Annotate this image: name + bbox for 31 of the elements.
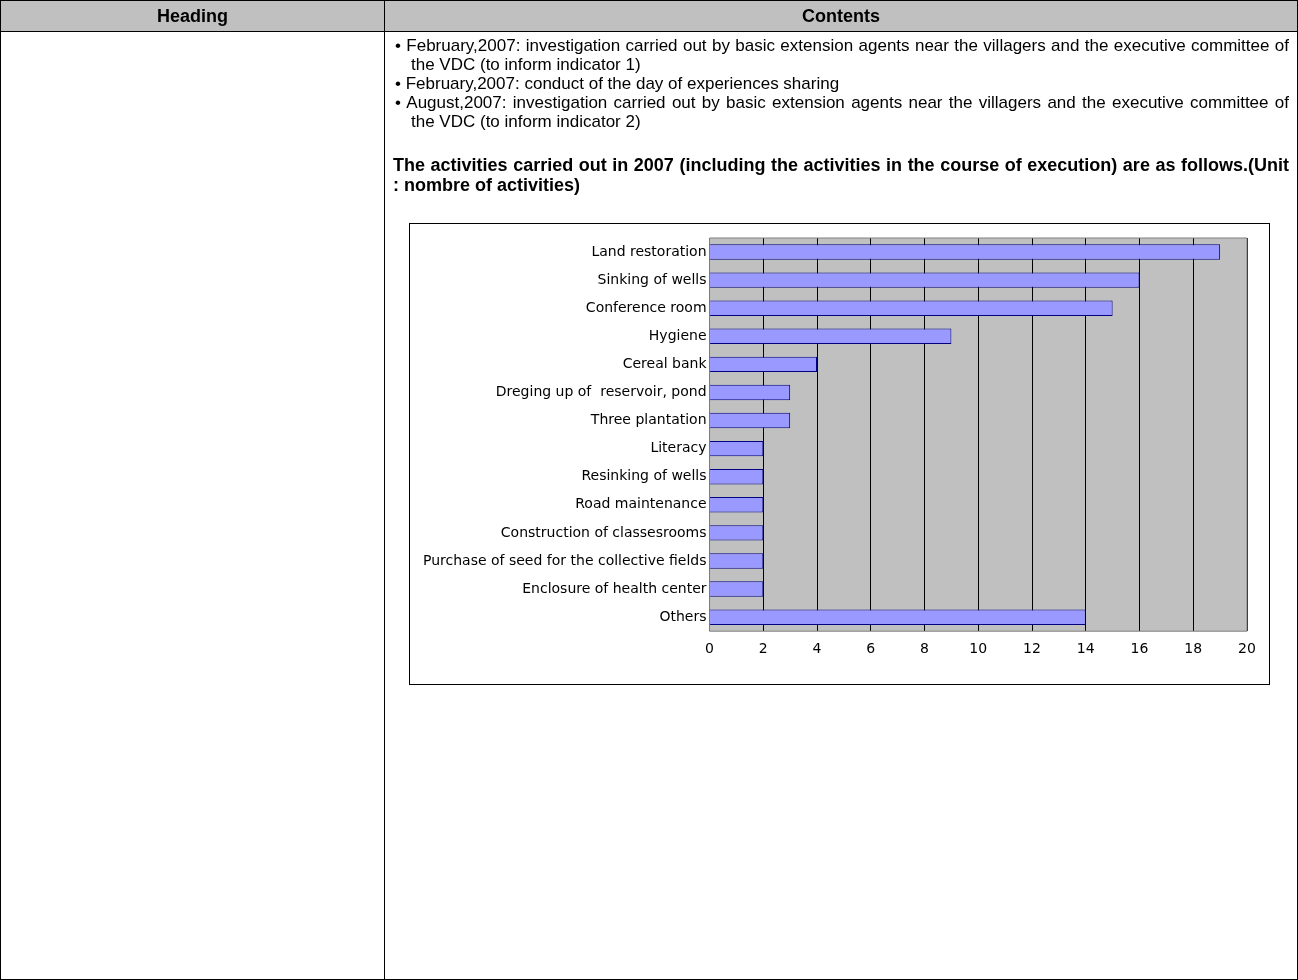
x-tick-label: 18 [1184, 640, 1203, 657]
text: • August,2007: investigation carried out by basic extension agents near the villagers and the executive committee of the VDC (to inform indicator 2) [394, 93, 1289, 131]
y-tick-label: Purchase of seed for the collective fields [422, 551, 707, 568]
text: • February,2007: investigation carried out by basic extension agents near the villagers and the executive committee of the VDC (to inform indicator 1) [394, 36, 1289, 74]
y-tick-label: Construction of classesrooms [500, 523, 707, 540]
y-tick-label: Sinking of wells [597, 270, 707, 287]
x-tick-label: 16 [1130, 640, 1149, 657]
x-tick-label: 0 [705, 640, 714, 657]
x-tick-label: 20 [1238, 640, 1256, 657]
y-tick-label: Conference room [585, 298, 707, 315]
x-tick-label: 14 [1076, 640, 1095, 657]
x-tick-label: 4 [812, 640, 822, 657]
y-tick-label: Hygiene [648, 326, 707, 343]
y-tick-label: Enclosure of health center [522, 579, 707, 596]
x-tick-label: 2 [758, 640, 768, 657]
x-tick-label: 12 [1023, 640, 1041, 657]
y-tick-label: Others [659, 607, 707, 624]
x-tick-label: 8 [920, 640, 929, 657]
chart-title: The activities carried out in 2007 (including the activities in the course of execution) are as follows.(Unit : nombre of activities) [393, 155, 1289, 195]
y-tick-label: Dreging up of reservoir, pond [495, 383, 707, 400]
text: • February,2007: conduct of the day of experiences sharing [394, 74, 841, 93]
x-tick-label: 10 [969, 640, 988, 657]
text: Heading [0, 0, 385, 32]
y-tick-label: Land restoration [591, 242, 707, 259]
y-tick-label: Cereal bank [622, 355, 708, 372]
y-tick-label: Resinking of wells [581, 467, 707, 484]
x-tick-label: 6 [866, 640, 876, 657]
y-tick-label: Three plantation [589, 411, 707, 428]
y-tick-label: Literacy [650, 439, 707, 456]
text: Contents [384, 0, 1298, 32]
y-tick-label: Road maintenance [575, 495, 707, 512]
